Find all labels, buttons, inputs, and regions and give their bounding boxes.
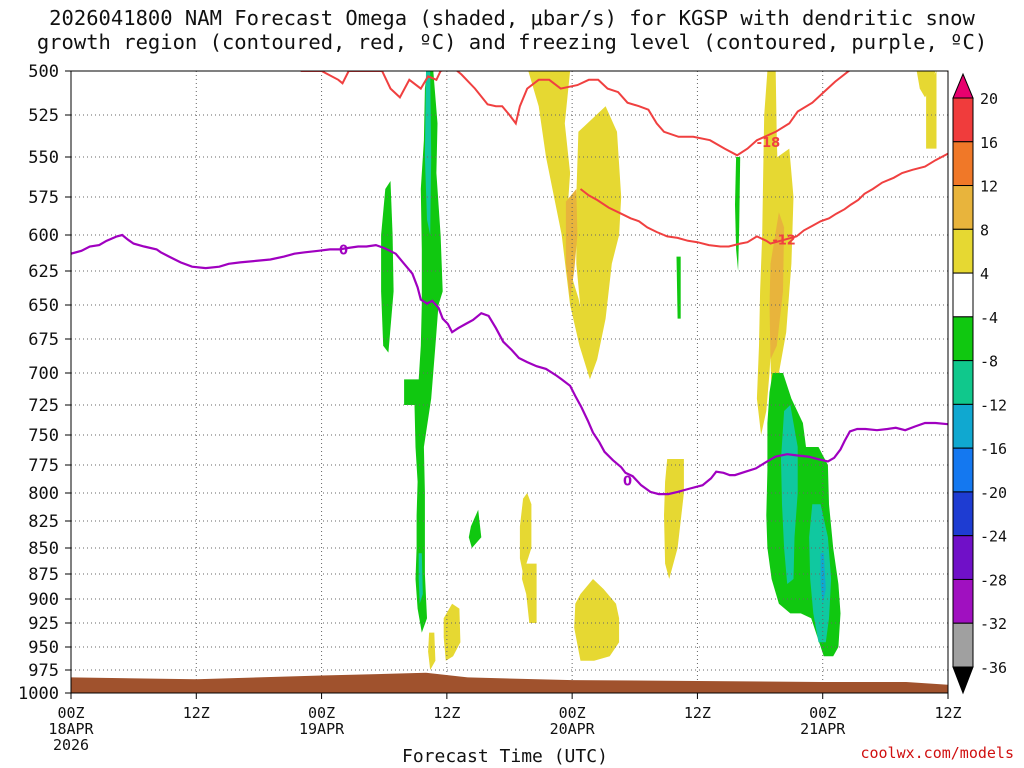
freezing-level-line: [71, 233, 948, 496]
colorbar-top-arrow: [952, 72, 974, 99]
omega-region: [576, 106, 622, 380]
freezing-level-label: 0: [623, 475, 632, 490]
y-tick-label: 1000: [18, 684, 59, 704]
plot-area: -18 -12 0 0: [71, 71, 948, 693]
dgz-contour-label: -12: [772, 233, 796, 248]
colorbar-label: -20: [980, 484, 1007, 502]
colorbar-label: 12: [980, 178, 998, 196]
colorbar-label: -4: [980, 309, 998, 327]
colorbar-label: -8: [980, 353, 998, 371]
x-tick-label: 00Z: [809, 704, 836, 722]
y-tick-label: 850: [28, 539, 59, 559]
y-tick-label: 575: [28, 188, 59, 208]
omega-region: [664, 459, 684, 579]
colorbar-segment: [952, 447, 974, 493]
y-tick-label: 925: [28, 614, 59, 634]
colorbar-label: -28: [980, 571, 1007, 589]
x-tick-label: 20APR: [550, 720, 596, 738]
dgz-contour-label: -18: [757, 136, 781, 151]
colorbar-label: -16: [980, 440, 1007, 458]
colorbar-label: 4: [980, 265, 989, 283]
omega-region: [381, 181, 394, 353]
omega-region: [781, 405, 798, 584]
colorbar-label: 8: [980, 221, 989, 239]
x-tick-label: 12Z: [183, 704, 210, 722]
dgz-contour-line: [579, 152, 948, 248]
x-tick-label: 12Z: [934, 704, 961, 722]
colorbar-segment: [952, 360, 974, 405]
x-tick-label: 12Z: [684, 704, 711, 722]
y-tick-label: 825: [28, 512, 59, 532]
y-tick-label: 600: [28, 226, 59, 246]
colorbar-segment: [952, 403, 974, 449]
credit-text: coolwx.com/models: [860, 744, 1014, 762]
colorbar-label: 16: [980, 134, 998, 152]
omega-region: [676, 256, 681, 319]
omega-region: [820, 553, 826, 604]
colorbar-label: -32: [980, 615, 1007, 633]
x-tick-label: 00Z: [559, 704, 586, 722]
omega-region: [735, 157, 741, 271]
y-tick-label: 875: [28, 565, 59, 585]
colorbar-segment: [952, 622, 974, 668]
omega-region: [809, 504, 832, 643]
colorbar-bottom-arrow: [952, 666, 974, 695]
x-tick-label: 2026: [53, 736, 89, 754]
x-tick-label: 18APR: [48, 720, 94, 738]
y-tick-label: 950: [28, 638, 59, 658]
omega-region: [404, 71, 443, 633]
chart-title: 2026041800 NAM Forecast Omega (shaded, μ…: [0, 6, 1024, 54]
x-tick-label: 21APR: [800, 720, 846, 738]
omega-region: [769, 212, 785, 360]
colorbar-segment: [952, 272, 974, 318]
freezing-level-label: 0: [339, 243, 348, 258]
y-tick-label: 550: [28, 148, 59, 168]
omega-region: [916, 71, 936, 98]
colorbar-segment: [952, 316, 974, 362]
x-tick-label: 12Z: [433, 704, 460, 722]
y-tick-label: 675: [28, 330, 59, 350]
x-tick-label: 00Z: [57, 704, 84, 722]
y-tick-label: 650: [28, 296, 59, 316]
omega-region: [519, 493, 532, 574]
omega-region: [428, 632, 436, 670]
omega-region: [926, 71, 937, 149]
y-tick-label: 525: [28, 106, 59, 126]
colorbar-segment: [952, 228, 974, 274]
y-tick-label: 700: [28, 364, 59, 384]
omega-region: [424, 71, 432, 235]
colorbar-segment: [952, 535, 974, 580]
colorbar-segment: [952, 578, 974, 624]
omega-region: [418, 553, 423, 604]
colorbar-segment: [952, 97, 974, 143]
y-tick-label: 725: [28, 396, 59, 416]
colorbar-label: -24: [980, 528, 1007, 546]
x-tick-label: 00Z: [308, 704, 335, 722]
dgz-contour-line: [300, 71, 948, 157]
x-axis-title: Forecast Time (UTC): [402, 746, 608, 767]
y-tick-label: 500: [28, 62, 59, 82]
x-tick-label: 19APR: [299, 720, 345, 738]
omega-region: [471, 71, 590, 380]
y-tick-label: 750: [28, 426, 59, 446]
omega-region: [522, 563, 537, 623]
y-tick-label: 975: [28, 661, 59, 681]
terrain-fill: [71, 672, 948, 693]
colorbar-segment: [952, 185, 974, 230]
title-line-2: growth region (contoured, red, ºC) and f…: [36, 30, 988, 54]
colorbar-label: 20: [980, 90, 998, 108]
y-tick-label: 775: [28, 456, 59, 476]
y-tick-label: 625: [28, 262, 59, 282]
omega-region: [468, 509, 482, 548]
colorbar-segment: [952, 141, 974, 187]
y-tick-label: 900: [28, 590, 59, 610]
colorbar-label: -12: [980, 396, 1007, 414]
title-line-1: 2026041800 NAM Forecast Omega (shaded, μ…: [49, 6, 975, 30]
colorbar-segment: [952, 491, 974, 537]
colorbar-label: -36: [980, 659, 1007, 677]
y-tick-label: 800: [28, 484, 59, 504]
plot-frame: [70, 70, 949, 694]
